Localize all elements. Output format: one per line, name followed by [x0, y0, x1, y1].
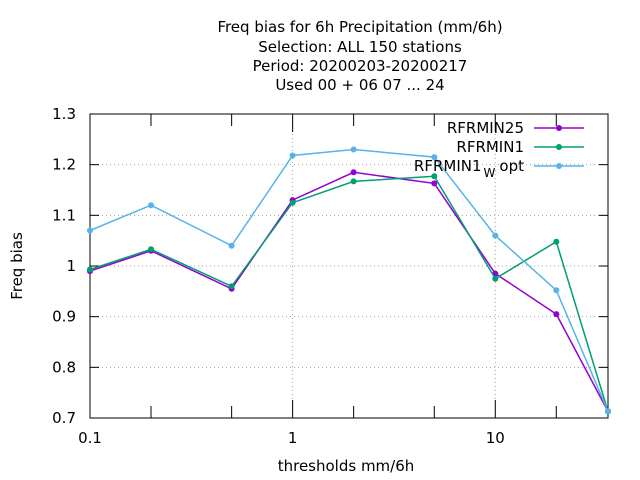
title-line-2: Selection: ALL 150 stations — [258, 38, 462, 56]
series-line-1 — [89, 171, 609, 412]
title-line-4: Used 00 + 06 07 ... 24 — [275, 76, 444, 94]
series-2-point — [492, 275, 499, 282]
legend-marker-2 — [556, 144, 562, 150]
series-1-point — [431, 180, 438, 187]
series-1-point — [553, 311, 560, 318]
series-3-point — [492, 232, 499, 239]
series-3-point — [431, 154, 438, 161]
series-2-point — [350, 178, 357, 185]
legend-label-2: RFRMIN1 — [456, 138, 524, 156]
series-3-point — [350, 146, 357, 153]
tick-labels: 0.7 0.8 0.9 1 1.1 1.2 1.3 0.1 1 10 — [52, 105, 505, 447]
series-1-point — [350, 169, 357, 176]
x-tick-label: 1 — [288, 429, 298, 447]
series-2-point — [431, 173, 438, 180]
title-line-1: Freq bias for 6h Precipitation (mm/6h) — [217, 18, 502, 36]
grid-lines — [90, 114, 608, 418]
data-series — [87, 146, 611, 415]
series-3-point — [228, 242, 235, 249]
y-tick-label: 1.1 — [52, 206, 76, 224]
legend-label-1: RFRMIN25 — [447, 119, 524, 137]
series-line-3 — [89, 148, 609, 412]
x-tick-label: 0.1 — [78, 429, 102, 447]
x-tick-label: 10 — [486, 429, 505, 447]
y-tick-label: 0.8 — [52, 358, 76, 376]
legend-marker-1 — [556, 125, 562, 131]
series-line-2 — [89, 175, 609, 412]
series-3-point — [87, 227, 93, 234]
chart-title: Freq bias for 6h Precipitation (mm/6h) S… — [217, 18, 502, 94]
title-line-3: Period: 20200203-20200217 — [253, 57, 468, 75]
y-tick-label: 1 — [66, 257, 76, 275]
axis-ticks — [89, 113, 608, 419]
series-3-point — [289, 152, 296, 159]
y-tick-label: 0.9 — [52, 308, 76, 326]
series-2-point — [87, 266, 93, 273]
series-3-point — [553, 287, 560, 294]
y-axis-label: Freq bias — [8, 232, 26, 300]
y-tick-label: 1.2 — [52, 156, 76, 174]
series-2-point — [289, 199, 296, 206]
series-2-point — [228, 283, 235, 290]
y-tick-label: 1.3 — [52, 105, 76, 123]
series-2-point — [553, 238, 560, 245]
x-axis-label: thresholds mm/6h — [278, 457, 415, 475]
series-3-point — [605, 408, 611, 415]
legend-marker-3 — [556, 163, 562, 169]
series-3-point — [148, 202, 154, 209]
y-tick-label: 0.7 — [52, 409, 76, 427]
series-2-point — [148, 246, 154, 253]
